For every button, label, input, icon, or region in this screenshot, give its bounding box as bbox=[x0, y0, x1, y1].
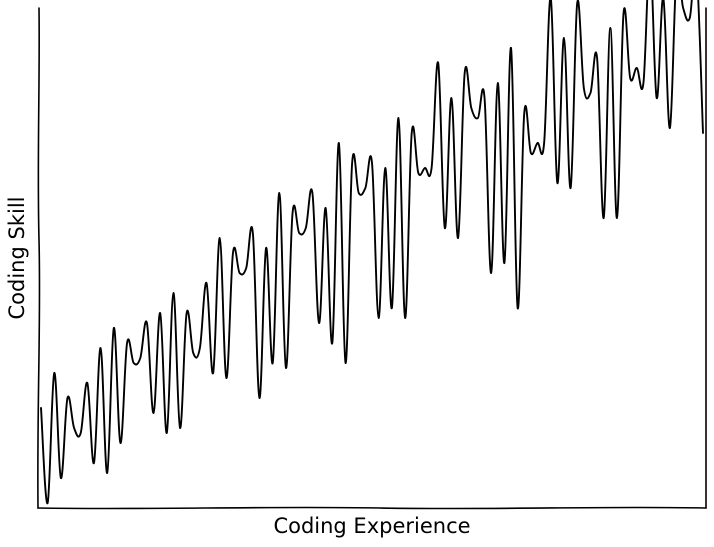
y-axis-label: Coding Skill bbox=[5, 197, 29, 320]
x-axis-line bbox=[37, 506, 707, 510]
series-line-0 bbox=[40, 0, 704, 504]
x-axis-label: Coding Experience bbox=[273, 514, 470, 538]
series-layer bbox=[40, 0, 704, 504]
y-axis-line bbox=[37, 7, 41, 509]
right-axis-line bbox=[704, 7, 708, 509]
